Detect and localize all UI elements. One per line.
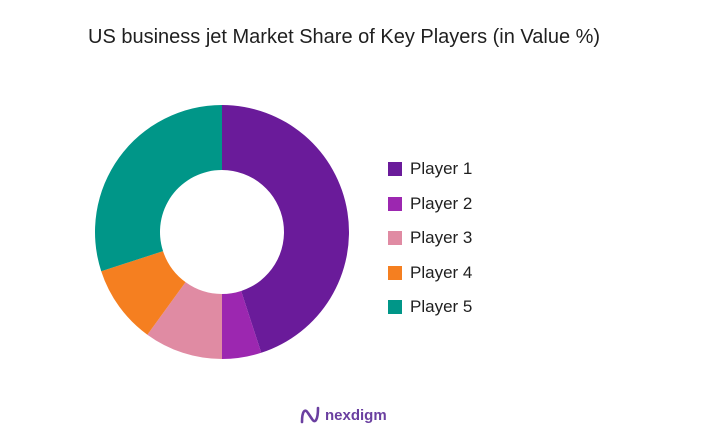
brand-name: nexdigm xyxy=(325,406,387,424)
brand-logo-group: nexdigm xyxy=(299,405,387,425)
legend-swatch xyxy=(388,196,402,211)
donut-slice-4 xyxy=(101,251,186,335)
nexdigm-logo-icon xyxy=(300,406,320,424)
chart-legend: Player 1 Player 2 Player 3 Player 4 Player 5 xyxy=(388,152,472,325)
legend-swatch xyxy=(388,300,402,315)
legend-item-1: Player 1 xyxy=(388,152,472,187)
legend-label: Player 5 xyxy=(410,297,473,317)
donut-slice-1 xyxy=(222,105,349,353)
chart-title: US business jet Market Share of Key Play… xyxy=(88,26,601,48)
donut-slice-5 xyxy=(95,105,222,272)
legend-item-3: Player 3 xyxy=(388,221,472,256)
legend-label: Player 2 xyxy=(410,193,473,213)
legend-label: Player 3 xyxy=(410,228,473,248)
legend-label: Player 4 xyxy=(410,262,473,282)
legend-swatch xyxy=(388,162,402,177)
donut-slice-2 xyxy=(222,290,262,359)
donut-slices xyxy=(95,105,349,359)
legend-swatch xyxy=(388,231,402,246)
legend-item-2: Player 2 xyxy=(388,187,472,222)
legend-label: Player 1 xyxy=(410,159,473,179)
legend-swatch xyxy=(388,265,402,280)
legend-item-4: Player 4 xyxy=(388,256,472,291)
donut-slice-3 xyxy=(147,282,222,359)
legend-item-5: Player 5 xyxy=(388,290,472,325)
